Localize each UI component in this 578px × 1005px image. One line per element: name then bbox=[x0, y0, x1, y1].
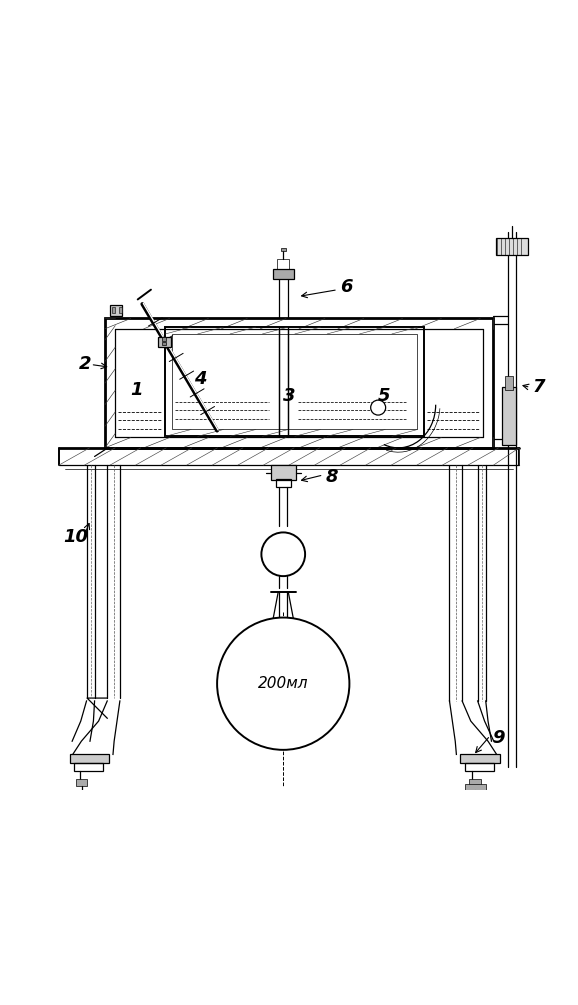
Bar bbox=[467, 790, 472, 797]
Bar bbox=[112, 308, 115, 314]
Bar bbox=[75, 763, 103, 771]
Text: 8: 8 bbox=[326, 467, 338, 485]
Text: 10: 10 bbox=[64, 528, 88, 546]
Bar bbox=[162, 342, 166, 346]
Bar bbox=[461, 754, 499, 763]
Circle shape bbox=[370, 400, 386, 415]
Circle shape bbox=[261, 533, 305, 576]
Bar bbox=[70, 754, 109, 763]
Bar bbox=[109, 306, 122, 316]
Bar bbox=[475, 790, 480, 797]
Text: 3: 3 bbox=[283, 387, 295, 405]
Bar bbox=[105, 319, 493, 448]
Bar bbox=[465, 784, 486, 790]
Bar bbox=[505, 376, 513, 390]
Text: 200мл: 200мл bbox=[258, 676, 309, 691]
Bar bbox=[165, 327, 424, 436]
Bar bbox=[469, 779, 480, 786]
Bar bbox=[118, 308, 122, 314]
Text: 6: 6 bbox=[340, 277, 353, 295]
Text: 4: 4 bbox=[194, 370, 206, 388]
Bar bbox=[172, 334, 417, 429]
Bar bbox=[276, 479, 291, 487]
Bar bbox=[281, 247, 286, 250]
Circle shape bbox=[217, 617, 349, 750]
Bar bbox=[465, 763, 494, 771]
Bar bbox=[496, 238, 528, 255]
Bar bbox=[271, 465, 296, 480]
Bar bbox=[162, 338, 166, 341]
Bar bbox=[76, 779, 87, 786]
Text: 2: 2 bbox=[79, 356, 91, 374]
Bar bbox=[158, 338, 171, 347]
Bar bbox=[502, 388, 516, 445]
Text: 1: 1 bbox=[130, 381, 143, 399]
Text: 7: 7 bbox=[533, 379, 546, 396]
Bar bbox=[273, 269, 294, 279]
Bar bbox=[277, 258, 289, 269]
Text: 5: 5 bbox=[377, 387, 390, 405]
Text: 9: 9 bbox=[492, 730, 505, 748]
